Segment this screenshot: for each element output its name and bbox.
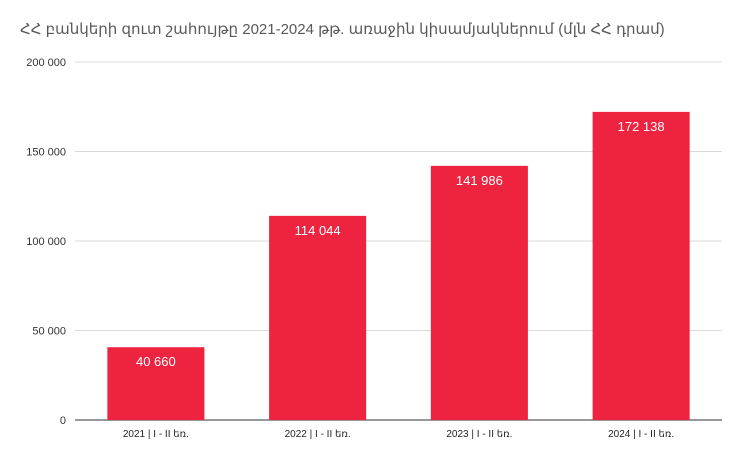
data-label: 114 044 — [295, 223, 341, 238]
x-tick-label: 2023 | I - II եռ. — [446, 429, 512, 440]
bar — [269, 215, 367, 420]
y-tick-label: 100 000 — [26, 236, 66, 248]
chart-title: ՀՀ բանկերի զուտ շահույթը 2021-2024 թթ. ա… — [20, 21, 665, 38]
data-label: 172 138 — [618, 119, 665, 134]
bar — [107, 347, 205, 420]
x-tick-label: 2022 | I - II եռ. — [285, 429, 351, 440]
y-tick-label: 200 000 — [26, 57, 66, 69]
data-label: 40 660 — [136, 354, 176, 369]
y-tick-label: 0 — [60, 415, 66, 427]
y-tick-label: 50 000 — [32, 326, 66, 338]
bar — [430, 165, 528, 420]
x-tick-label: 2024 | I - II եռ. — [608, 429, 674, 440]
data-label: 141 986 — [456, 173, 503, 188]
bar — [592, 111, 690, 420]
y-tick-label: 150 000 — [26, 147, 66, 159]
x-tick-label: 2021 | I - II եռ. — [123, 429, 189, 440]
